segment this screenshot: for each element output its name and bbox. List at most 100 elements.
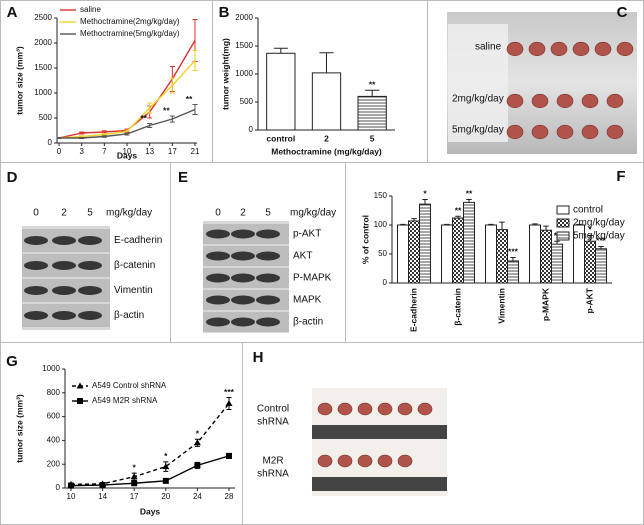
- error-bar: [101, 135, 107, 138]
- protein-label: E-cadherin: [114, 235, 162, 246]
- tumor: [337, 454, 353, 468]
- lane-label: 2: [61, 208, 67, 219]
- tumor: [357, 402, 373, 416]
- protein-label: Vimentin: [114, 285, 153, 296]
- x-tick-label: β-catenin: [452, 288, 462, 326]
- tumor: [317, 402, 333, 416]
- tumor: [550, 41, 568, 57]
- marker: [99, 482, 106, 489]
- blot-band: [78, 311, 102, 320]
- series-line: [58, 60, 196, 139]
- error-bar: [532, 223, 538, 225]
- panel-frame: [0, 342, 243, 525]
- error-bar: [365, 89, 380, 97]
- x-tick-label: E-cadherin: [408, 288, 418, 332]
- error-bar: [455, 215, 461, 219]
- x-tick-label: 20: [161, 492, 170, 501]
- legend-swatch: [556, 205, 570, 215]
- blot-band: [231, 273, 255, 283]
- x-tick-label: 0: [57, 147, 62, 156]
- tumor: [606, 93, 624, 109]
- tumor: [572, 41, 590, 57]
- group-label: shRNA: [257, 417, 289, 428]
- significance: *: [196, 428, 200, 438]
- bar: [595, 248, 607, 284]
- tumor: [606, 124, 624, 140]
- error-bar: [576, 223, 582, 225]
- x-tick-label: 24: [193, 492, 202, 501]
- error-bar: [169, 77, 175, 94]
- tumor: [377, 402, 393, 416]
- x-tick-label: 13: [145, 147, 154, 156]
- protein-label: β-actin: [114, 310, 144, 321]
- significance: **: [466, 189, 473, 199]
- protein-label: p-AKT: [293, 229, 321, 240]
- y-tick-label: 1500: [34, 63, 52, 72]
- y-axis-label: tumor weight(mg): [220, 38, 230, 110]
- significance: **: [140, 113, 147, 123]
- x-axis-label: Days: [117, 150, 138, 160]
- error-bar: [192, 50, 198, 71]
- y-tick-label: 500: [240, 97, 254, 106]
- y-axis-label: tumor size (mm³): [14, 394, 24, 463]
- tumor: [506, 41, 524, 57]
- panel-letter: B: [219, 4, 230, 21]
- x-tick-label: 14: [98, 492, 107, 501]
- y-tick-label: 200: [47, 459, 61, 468]
- y-tick-label: 2000: [34, 38, 52, 47]
- blot-band: [206, 295, 230, 305]
- blot-band: [206, 229, 230, 239]
- y-tick-label: 1000: [42, 364, 60, 373]
- tumor: [594, 41, 612, 57]
- error-bar: [422, 198, 428, 205]
- error-bar: [587, 234, 593, 242]
- bar: [584, 240, 596, 284]
- y-tick-label: 0: [249, 125, 254, 134]
- bar: [485, 224, 497, 284]
- panel-letter: F: [616, 168, 625, 185]
- legend-label: control: [573, 205, 603, 216]
- y-tick-label: 500: [39, 113, 53, 122]
- x-tick-label: 10: [123, 147, 132, 156]
- ruler: [312, 477, 447, 491]
- legend-swatch: [556, 231, 570, 241]
- significance: ***: [508, 247, 519, 257]
- error-bar: [147, 123, 153, 128]
- legend-label: Methoctramine(5mg/kg/day): [80, 29, 180, 38]
- y-axis-label: % of control: [360, 215, 370, 264]
- tumor: [417, 402, 433, 416]
- group-label: M2R: [262, 456, 283, 467]
- bar: [311, 72, 342, 131]
- blot-band: [256, 273, 280, 283]
- x-tick-label: Vimentin: [496, 288, 506, 324]
- lane-label: 5: [265, 208, 271, 219]
- error-bar: [273, 47, 288, 54]
- panel-letter: H: [253, 349, 264, 366]
- group-label: shRNA: [257, 469, 289, 480]
- blot-band: [256, 295, 280, 305]
- error-bar: [510, 256, 516, 261]
- panel-letter: G: [6, 353, 18, 370]
- x-tick-label: 21: [191, 147, 200, 156]
- blot-band: [231, 295, 255, 305]
- bar: [408, 220, 420, 284]
- legend-label: A549 Control shRNA: [92, 381, 167, 390]
- protein-label: P-MAPK: [293, 273, 332, 284]
- y-tick-label: 1000: [235, 69, 253, 78]
- legend-marker: [76, 382, 84, 389]
- x-tick-label: 2: [324, 133, 329, 143]
- legend-label: A549 M2R shRNA: [92, 396, 158, 405]
- lane-unit: mg/kg/day: [106, 208, 152, 219]
- tumor: [377, 454, 393, 468]
- significance: **: [369, 79, 376, 89]
- error-bar: [411, 218, 417, 221]
- blot-band: [206, 251, 230, 261]
- marker: [162, 477, 169, 484]
- protein-label: MAPK: [293, 295, 322, 306]
- error-bar: [543, 225, 549, 231]
- blot-band: [78, 236, 102, 245]
- x-tick-label: 3: [79, 147, 84, 156]
- blot-band: [206, 273, 230, 283]
